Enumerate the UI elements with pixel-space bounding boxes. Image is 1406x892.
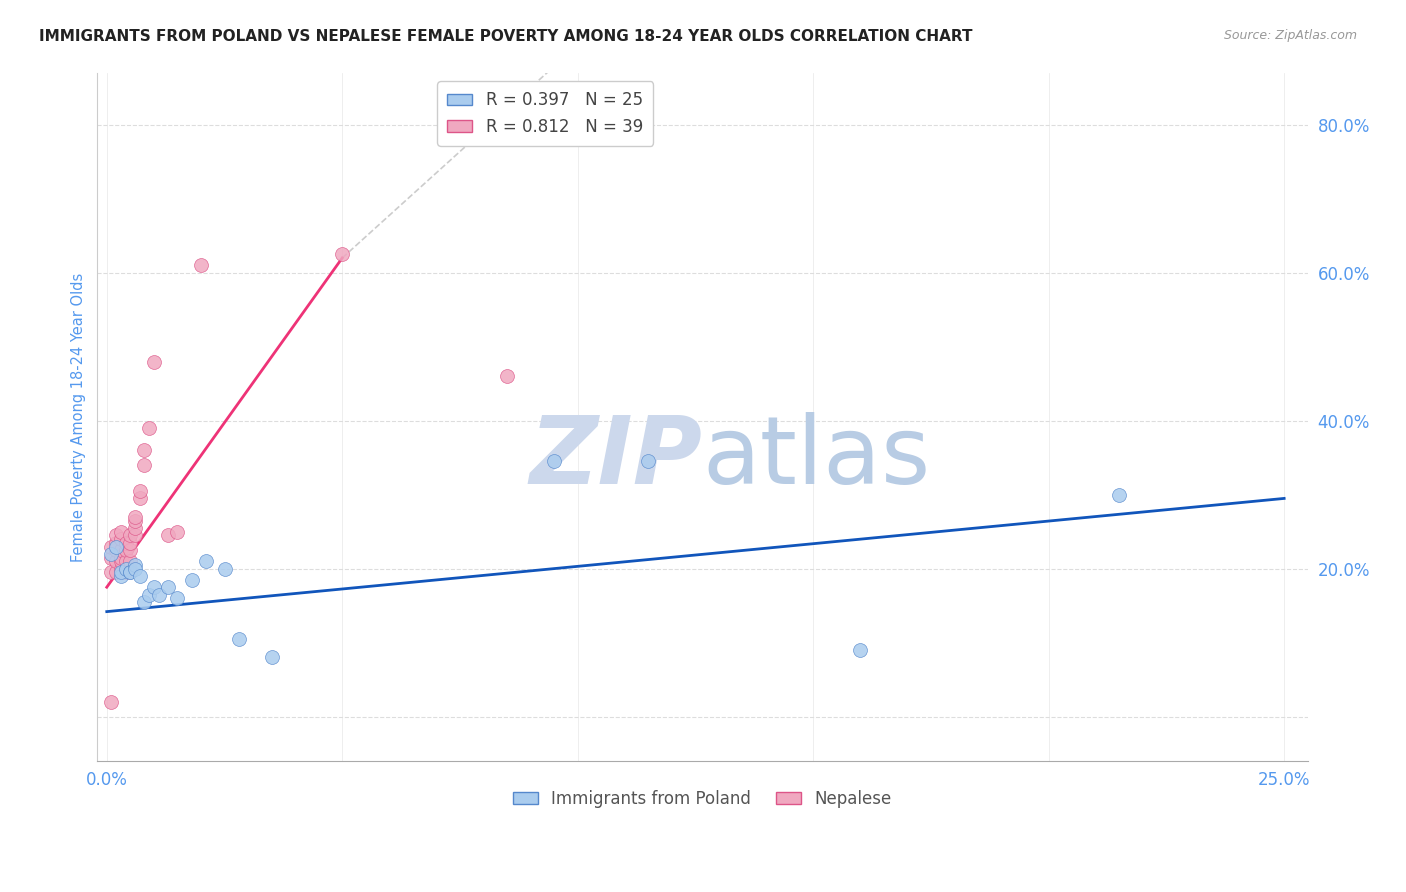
Y-axis label: Female Poverty Among 18-24 Year Olds: Female Poverty Among 18-24 Year Olds xyxy=(72,272,86,562)
Point xyxy=(849,643,872,657)
Point xyxy=(128,483,150,498)
Point xyxy=(134,443,156,458)
Point xyxy=(110,562,132,576)
Point xyxy=(120,543,142,558)
Point xyxy=(124,562,146,576)
Text: atlas: atlas xyxy=(703,412,931,504)
Point xyxy=(166,591,188,606)
Point xyxy=(228,632,250,646)
Text: IMMIGRANTS FROM POLAND VS NEPALESE FEMALE POVERTY AMONG 18-24 YEAR OLDS CORRELAT: IMMIGRANTS FROM POLAND VS NEPALESE FEMAL… xyxy=(39,29,973,44)
Point xyxy=(110,524,132,539)
Point xyxy=(114,566,136,580)
Point xyxy=(190,258,212,272)
Point xyxy=(120,566,142,580)
Point xyxy=(114,554,136,568)
Point xyxy=(124,521,146,535)
Point xyxy=(105,566,128,580)
Point xyxy=(128,491,150,506)
Point xyxy=(543,454,565,468)
Point xyxy=(110,543,132,558)
Point xyxy=(134,458,156,472)
Point xyxy=(120,566,142,580)
Point xyxy=(120,554,142,568)
Legend: Immigrants from Poland, Nepalese: Immigrants from Poland, Nepalese xyxy=(506,783,898,814)
Point xyxy=(120,562,142,576)
Point xyxy=(110,566,132,580)
Point xyxy=(124,510,146,524)
Point xyxy=(120,528,142,542)
Point xyxy=(496,369,519,384)
Point xyxy=(214,562,236,576)
Point xyxy=(114,536,136,550)
Text: ZIP: ZIP xyxy=(530,412,703,504)
Text: Source: ZipAtlas.com: Source: ZipAtlas.com xyxy=(1223,29,1357,42)
Point xyxy=(148,588,170,602)
Point xyxy=(138,588,160,602)
Point xyxy=(142,354,165,368)
Point xyxy=(100,566,122,580)
Point xyxy=(114,562,136,576)
Point xyxy=(105,543,128,558)
Point xyxy=(110,550,132,565)
Point xyxy=(194,554,217,568)
Point xyxy=(110,554,132,568)
Point xyxy=(124,558,146,572)
Point xyxy=(124,514,146,528)
Point xyxy=(120,536,142,550)
Point xyxy=(110,532,132,546)
Point xyxy=(330,247,353,261)
Point xyxy=(138,421,160,435)
Point xyxy=(105,554,128,568)
Point xyxy=(100,550,122,565)
Point xyxy=(180,573,202,587)
Point xyxy=(156,580,179,594)
Point xyxy=(124,528,146,542)
Point xyxy=(100,695,122,709)
Point xyxy=(110,569,132,583)
Point xyxy=(105,536,128,550)
Point xyxy=(100,547,122,561)
Point xyxy=(114,543,136,558)
Point xyxy=(142,580,165,594)
Point xyxy=(105,528,128,542)
Point xyxy=(637,454,659,468)
Point xyxy=(100,540,122,554)
Point xyxy=(260,650,283,665)
Point xyxy=(1108,488,1130,502)
Point xyxy=(156,528,179,542)
Point xyxy=(128,569,150,583)
Point xyxy=(166,524,188,539)
Point xyxy=(134,595,156,609)
Point xyxy=(105,540,128,554)
